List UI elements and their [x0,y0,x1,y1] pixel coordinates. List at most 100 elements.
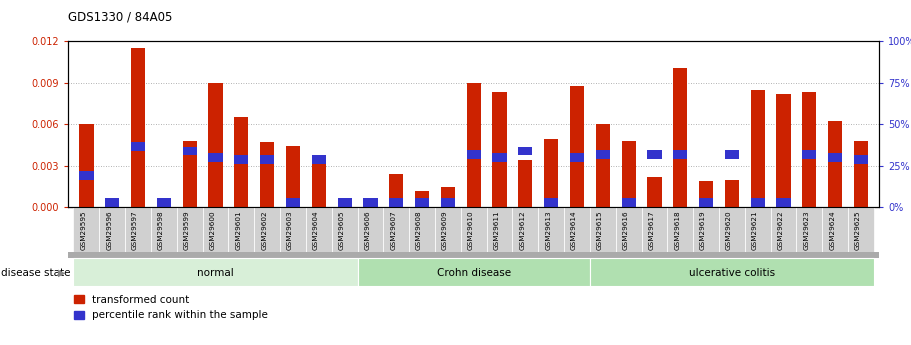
Text: GSM29595: GSM29595 [80,210,87,250]
Bar [719,207,745,252]
Bar [389,174,404,207]
Bar [570,86,584,207]
Bar [332,207,357,252]
Text: GSM29598: GSM29598 [158,210,164,250]
Text: GSM29615: GSM29615 [597,210,603,250]
Bar [363,198,377,207]
Bar [493,92,507,207]
Text: GSM29614: GSM29614 [571,210,577,250]
Bar [621,141,636,207]
Bar [668,207,693,252]
Text: GSM29610: GSM29610 [467,210,474,250]
Bar [693,207,719,252]
Bar [803,92,816,207]
Bar [441,187,455,207]
Bar [854,141,868,207]
Bar [796,207,823,252]
Bar [725,180,739,207]
Bar [415,191,429,207]
Bar [544,139,558,207]
Bar [648,150,661,159]
Bar [590,258,874,286]
Text: GSM29603: GSM29603 [287,210,293,250]
Text: GSM29613: GSM29613 [545,210,551,250]
Bar [202,207,229,252]
Text: GSM29609: GSM29609 [442,210,448,250]
Text: GSM29602: GSM29602 [261,210,267,250]
Text: ulcerative colitis: ulcerative colitis [689,268,775,278]
Bar [229,207,254,252]
Bar [725,150,739,159]
Text: GSM29596: GSM29596 [107,210,112,250]
Bar [616,207,641,252]
Bar [409,207,435,252]
Bar [389,198,404,207]
Bar [125,207,151,252]
Text: GSM29620: GSM29620 [726,210,732,250]
Text: GSM29618: GSM29618 [674,210,681,250]
Bar [260,155,274,164]
Bar [157,198,171,207]
Text: GSM29597: GSM29597 [132,210,138,250]
Bar [157,206,171,207]
Text: GSM29617: GSM29617 [649,210,654,250]
Bar [854,155,868,164]
Bar [131,141,145,150]
Bar [306,207,332,252]
Bar [99,207,125,252]
Bar [751,198,765,207]
Text: GDS1330 / 84A05: GDS1330 / 84A05 [68,10,173,23]
Bar [177,207,202,252]
Bar [673,150,688,159]
Text: GSM29600: GSM29600 [210,210,216,250]
Text: GSM29621: GSM29621 [752,210,758,250]
Bar [596,150,610,159]
Text: GSM29607: GSM29607 [390,210,396,250]
Bar [209,83,222,207]
Text: normal: normal [197,268,234,278]
Bar [828,153,843,162]
Bar [486,207,513,252]
Bar [312,159,326,207]
Bar [699,198,713,207]
Bar [621,198,636,207]
Bar [254,207,280,252]
Text: GSM29608: GSM29608 [416,210,422,250]
Bar [803,150,816,159]
Bar [79,171,94,180]
Text: GSM29611: GSM29611 [494,210,499,250]
Bar [182,141,197,207]
Bar [699,181,713,207]
Bar [596,124,610,207]
Text: GSM29612: GSM29612 [519,210,526,250]
Bar [68,252,879,258]
Bar [182,147,197,156]
Bar [363,206,377,207]
Bar [337,198,352,207]
Bar [518,147,532,156]
Bar [131,48,145,207]
Bar [74,207,99,252]
Text: Crohn disease: Crohn disease [436,268,511,278]
Text: GSM29623: GSM29623 [804,210,809,250]
Bar [209,153,222,162]
Text: GSM29616: GSM29616 [622,210,629,250]
Bar [518,160,532,207]
Bar [493,153,507,162]
Text: GSM29605: GSM29605 [339,210,344,250]
Bar [415,198,429,207]
Bar [280,207,306,252]
Text: GSM29625: GSM29625 [855,210,861,250]
Bar [357,258,590,286]
Bar [286,198,300,207]
Bar [79,124,94,207]
Bar [151,207,177,252]
Bar [441,198,455,207]
Text: GSM29624: GSM29624 [829,210,835,250]
Bar [745,207,771,252]
Legend: transformed count, percentile rank within the sample: transformed count, percentile rank withi… [74,295,268,320]
Bar [771,207,796,252]
Bar [776,94,791,207]
Bar [286,146,300,207]
Text: GSM29599: GSM29599 [184,210,189,250]
